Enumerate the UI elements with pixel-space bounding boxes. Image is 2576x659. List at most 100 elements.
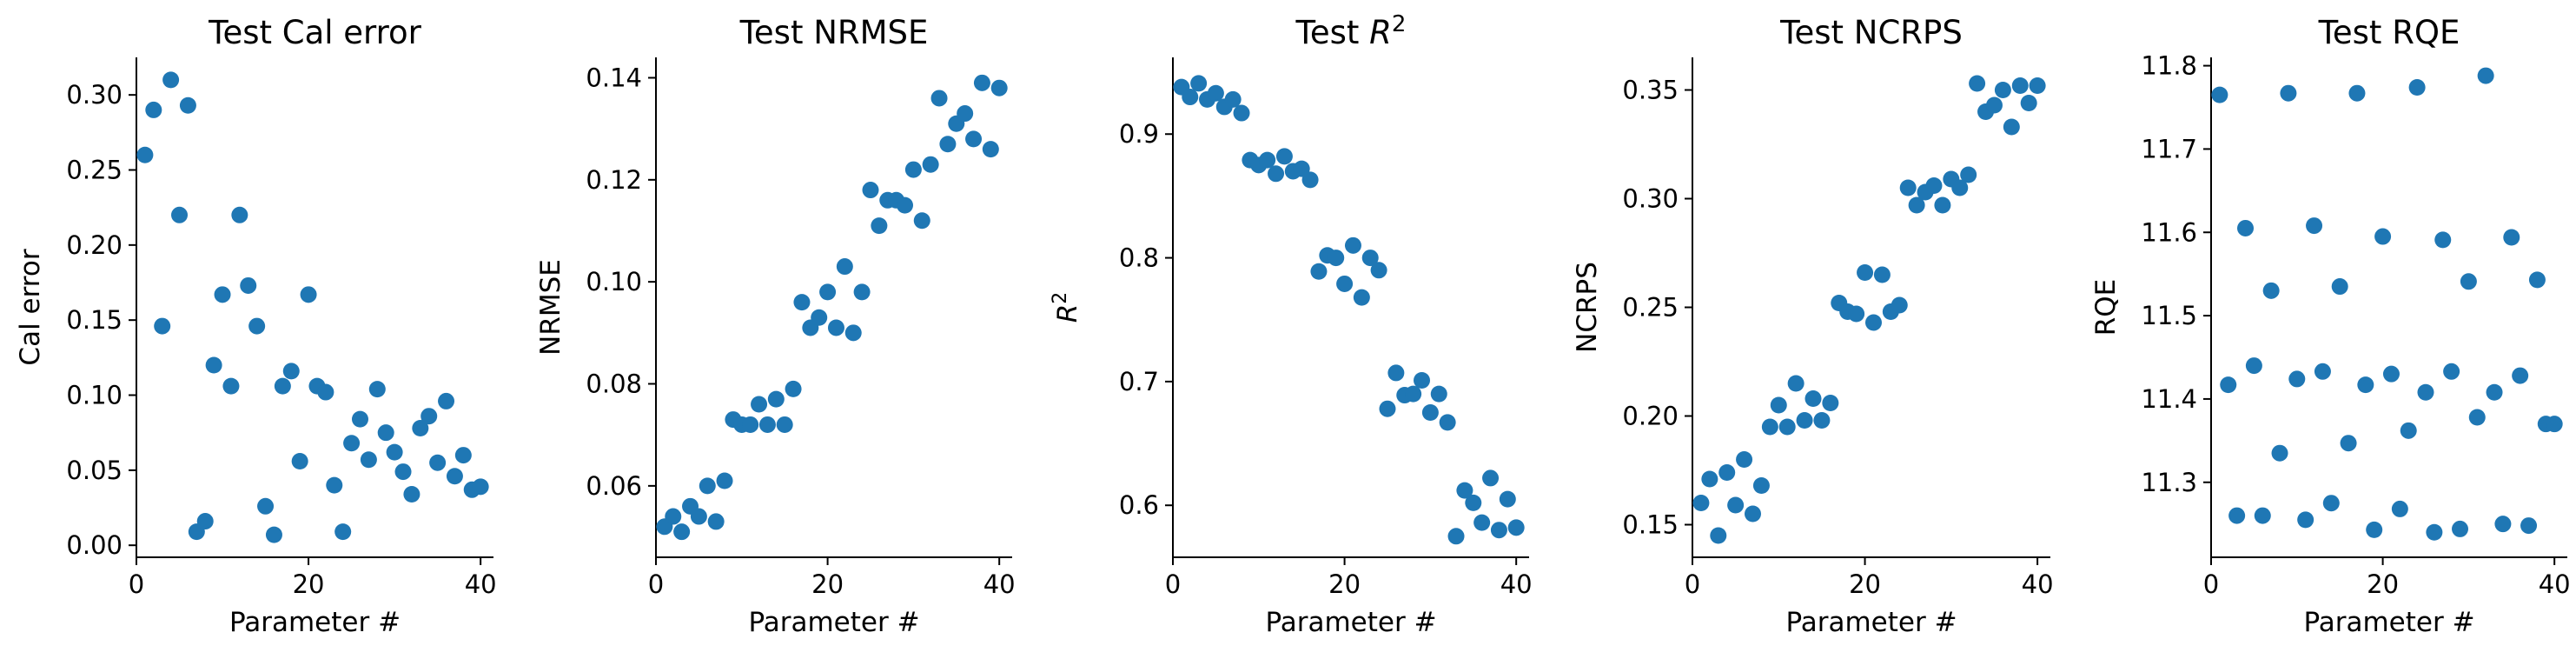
data-point [2348, 84, 2366, 102]
y-axis-label: NCRPS [1572, 262, 1603, 353]
data-point [1701, 470, 1718, 488]
chart-title-text: Test Cal error [208, 14, 422, 51]
y-tick-label: 11.6 [2141, 217, 2197, 247]
data-point [1207, 84, 1224, 102]
data-point [454, 447, 472, 464]
x-axis-label: Parameter # [1785, 607, 1957, 638]
data-point [742, 416, 759, 433]
data-point [2220, 376, 2237, 394]
data-point [2228, 507, 2246, 524]
data-point [2366, 521, 2383, 538]
data-point [2494, 516, 2512, 533]
y-tick-label: 11.5 [2141, 301, 2197, 330]
data-point [360, 451, 377, 469]
data-point [673, 523, 691, 541]
data-point [2520, 517, 2538, 535]
data-point [2271, 444, 2288, 462]
x-axis-label: Parameter # [748, 607, 919, 638]
data-point [853, 283, 871, 301]
data-point [2374, 228, 2392, 245]
data-point [2211, 86, 2228, 103]
data-point [222, 377, 240, 395]
x-tick-label: 0 [1165, 569, 1181, 599]
data-point [1864, 314, 1882, 331]
data-point [716, 472, 733, 489]
y-tick-label: 0.6 [1119, 490, 1159, 520]
chart-title-superscript: 2 [1392, 11, 1407, 37]
x-tick-label: 20 [1849, 569, 1881, 599]
data-point [827, 319, 844, 336]
data-point [1293, 160, 1310, 177]
data-point [1310, 263, 1328, 280]
data-point [2417, 383, 2434, 401]
data-point [1465, 494, 1482, 511]
panel-nrmse: 0 20 40 0.06 0.08 0.10 0.12 0.14 Test NRMSE Param… [535, 14, 1016, 638]
data-point [403, 485, 421, 503]
data-point [2340, 435, 2357, 452]
data-point [1344, 236, 1361, 254]
panel-ncrps: 0 20 40 0.15 0.20 0.25 0.30 0.35 Test NCRPS Param… [1572, 14, 2054, 638]
data-point [844, 324, 862, 342]
x-tick-label: 40 [2022, 569, 2054, 599]
data-point [1507, 519, 1525, 536]
data-point [862, 182, 879, 199]
data-point [2306, 217, 2323, 235]
data-point [196, 513, 214, 530]
y-tick-label: 0.8 [1119, 243, 1159, 273]
data-point [1224, 90, 1242, 108]
data-point [1361, 250, 1379, 267]
data-point [2280, 84, 2297, 102]
y-tick-label: 0.20 [1622, 402, 1679, 431]
x-axis-label: Parameter # [2303, 607, 2474, 638]
x-tick-label: 40 [1500, 569, 1533, 599]
data-point [1951, 179, 1969, 196]
data-point [2391, 500, 2408, 517]
data-point [2029, 77, 2046, 94]
data-point [1233, 104, 1250, 122]
data-point [248, 317, 266, 335]
y-tick-label: 0.14 [586, 63, 642, 92]
data-point [2477, 67, 2494, 84]
data-point [707, 513, 725, 530]
data-point [871, 217, 888, 235]
data-point [2357, 376, 2374, 394]
y-tick-label: 0.10 [586, 267, 642, 296]
data-point [2486, 383, 2503, 401]
data-point [472, 478, 489, 496]
data-point [982, 141, 999, 158]
data-point [1787, 375, 1805, 392]
data-point [1805, 390, 1822, 407]
data-point [1182, 89, 1199, 106]
data-point [265, 526, 282, 543]
data-point [2400, 422, 2417, 439]
data-point [429, 454, 447, 471]
data-point [2331, 278, 2348, 296]
data-point [904, 161, 922, 178]
data-point [214, 286, 231, 303]
data-point [1259, 151, 1276, 169]
panel-rqe: 0 20 40 11.3 11.4 11.5 11.6 11.7 11.8 Test RQE Par… [2090, 14, 2571, 638]
data-point [446, 468, 463, 485]
y-tick-label: 0.7 [1119, 367, 1159, 396]
data-point [1328, 250, 1345, 267]
y-axis-label: Cal error [15, 249, 46, 365]
data-point [1447, 528, 1465, 545]
data-point [1490, 522, 1507, 539]
chart-title: Test R2 [1295, 11, 1407, 51]
data-point [1710, 527, 1727, 544]
data-point [300, 286, 317, 303]
data-point [2382, 365, 2400, 383]
data-point [811, 309, 828, 326]
y-tick-label: 0.10 [66, 381, 123, 410]
data-point [1985, 97, 2003, 114]
y-axis-label: RQE [2090, 279, 2122, 336]
data-point [1899, 179, 1917, 196]
data-point [776, 416, 793, 433]
data-point [154, 317, 171, 335]
data-point [162, 71, 180, 89]
data-point [1268, 165, 1285, 183]
chart-title-text: Test [1295, 14, 1370, 51]
panel-cal-error: 0 20 40 0.00 0.05 0.10 0.15 0.20 0.25 0.30 Test Ca… [15, 14, 497, 638]
data-point [1421, 403, 1439, 421]
data-point [965, 130, 983, 148]
